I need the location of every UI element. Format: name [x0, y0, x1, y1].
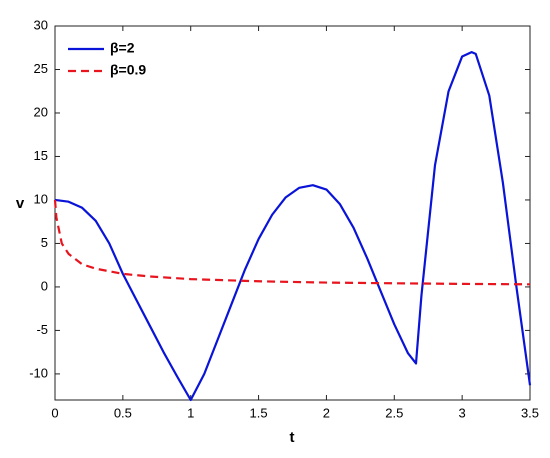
x-tick-label: 2.5 — [385, 405, 403, 420]
y-tick-label: 25 — [34, 61, 48, 76]
y-tick-label: 15 — [34, 148, 48, 163]
legend-label: β=2 — [110, 40, 135, 56]
y-tick-label: 20 — [34, 104, 48, 119]
y-tick-label: 30 — [34, 17, 48, 32]
y-tick-label: 5 — [41, 235, 48, 250]
plot-frame — [54, 25, 531, 401]
x-tick-label: 2 — [323, 405, 330, 420]
y-tick-label: 0 — [41, 278, 48, 293]
data-line — [53, 199, 531, 286]
x-tick-label: 1 — [187, 405, 194, 420]
x-tick-label: 3 — [459, 405, 466, 420]
x-axis-label: t — [290, 429, 295, 446]
y-tick-label: -5 — [36, 322, 48, 337]
x-tick-label: 1.5 — [250, 405, 268, 420]
legend-label: β=0.9 — [110, 62, 146, 78]
y-axis-label: v — [16, 195, 25, 212]
x-tick-label: 3.5 — [521, 405, 539, 420]
x-tick-label: 0.5 — [114, 405, 132, 420]
x-tick-label: 0 — [51, 405, 58, 420]
data-line — [54, 50, 532, 402]
y-tick-label: -10 — [29, 365, 48, 380]
y-tick-label: 10 — [34, 191, 48, 206]
